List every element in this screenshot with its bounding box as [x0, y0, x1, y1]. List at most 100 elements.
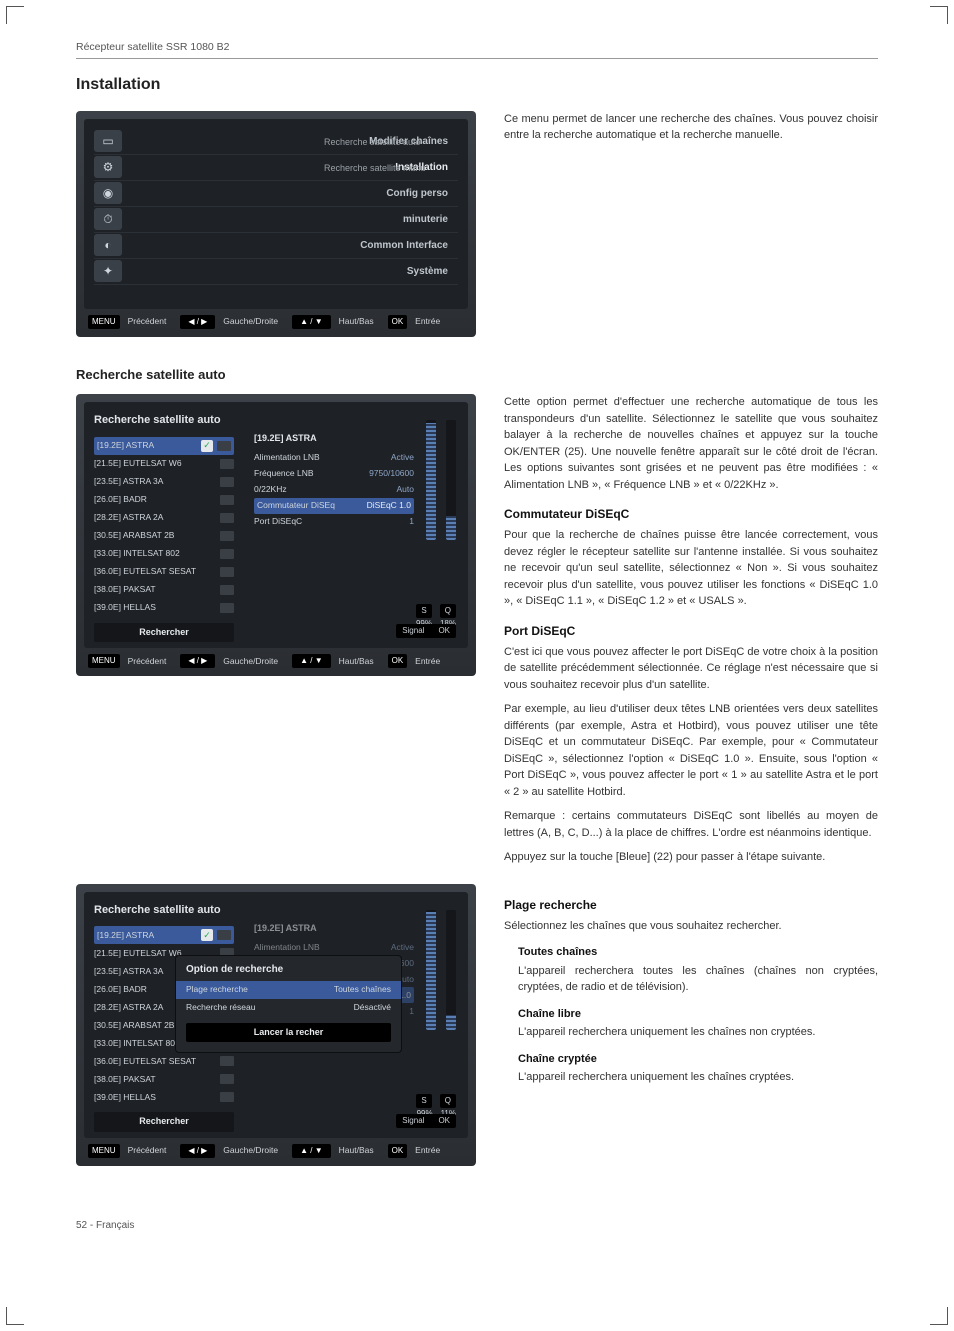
dialog-value: Désactivé [354, 1001, 391, 1014]
satellite-row[interactable]: [28.2E] ASTRA 2A [94, 509, 234, 527]
detail-key: Alimentation LNB [254, 941, 391, 954]
dialog-row[interactable]: Plage rechercheToutes chaînes [176, 981, 401, 999]
page-footer: 52 - Français [76, 1218, 878, 1233]
flag-icon [220, 1056, 234, 1066]
submenu-item[interactable]: Recherche satellite auto [324, 129, 426, 155]
menu-item[interactable]: ◐Common Interface [94, 233, 458, 259]
detail-row[interactable]: Alimentation LNBActive [254, 450, 414, 466]
detail-key: Fréquence LNB [254, 467, 369, 480]
footer-label: Précédent [128, 1144, 167, 1157]
osd-title: Recherche satellite auto [94, 412, 458, 429]
flag-icon [220, 603, 234, 613]
flag-icon [220, 567, 234, 577]
strip-signal: Signal [402, 625, 424, 637]
submenu-item[interactable]: Recherche satellite manu [324, 155, 426, 181]
h-crypt: Chaîne cryptée [518, 1051, 878, 1068]
menu-item[interactable]: ◉Config perso [94, 181, 458, 207]
signal-bars-2 [426, 910, 456, 1030]
port-p2: Par exemple, au lieu d'utiliser deux têt… [504, 701, 878, 800]
satellite-row[interactable]: [23.5E] ASTRA 3A [94, 473, 234, 491]
detail-row[interactable]: Fréquence LNB9750/10600 [254, 466, 414, 482]
satellite-name: [30.5E] ARABSAT 2B [94, 529, 216, 542]
satellite-row[interactable]: [39.0E] HELLAS [94, 599, 234, 617]
footer-key: ▲ / ▼ [292, 315, 331, 329]
satellite-name: [23.5E] ASTRA 3A [94, 475, 216, 488]
footer-key: MENU [88, 654, 120, 668]
port-p3: Remarque : certains commutateurs DiSEqC … [504, 808, 878, 841]
satellite-name: [33.0E] INTELSAT 802 [94, 547, 216, 560]
footer-label: Entrée [415, 315, 440, 328]
detail-value: DiSEqC 1.0 [367, 499, 411, 512]
menu-item-label: Common Interface [132, 238, 458, 253]
flag-icon [220, 585, 234, 595]
satellite-row[interactable]: [39.0E] HELLAS [94, 1088, 234, 1106]
dialog-row[interactable]: Recherche réseauDésactivé [176, 999, 401, 1017]
strip-ok: OK [438, 625, 450, 637]
detail-value: 1 [409, 515, 414, 528]
toutes-p: L'appareil recherchera toutes les chaîne… [518, 963, 878, 996]
intro-paragraph: Ce menu permet de lancer une recherche d… [504, 111, 878, 144]
detail-key: Commutateur DiSEq [257, 499, 367, 512]
satellite-row[interactable]: [36.0E] EUTELSAT SESAT [94, 1052, 234, 1070]
footer-label: Précédent [128, 655, 167, 668]
detail-value: Auto [397, 483, 415, 496]
footer-label: Précédent [128, 315, 167, 328]
detail-value: 9750/10600 [369, 467, 414, 480]
sig-q-label: Q [440, 604, 456, 618]
footer-key: MENU [88, 315, 120, 329]
plage-p: Sélectionnez les chaînes que vous souhai… [504, 918, 878, 935]
footer-label: Entrée [415, 655, 440, 668]
satellite-row[interactable]: [19.2E] ASTRA✓ [94, 437, 234, 455]
menu-item-icon: ⏱ [94, 208, 122, 230]
search-button[interactable]: Rechercher [94, 623, 234, 643]
h-port: Port DiSEqC [504, 622, 878, 640]
dialog-title: Option de recherche [176, 962, 401, 981]
flag-icon [220, 495, 234, 505]
satellite-row[interactable]: [38.0E] PAKSAT [94, 581, 234, 599]
section-title: Installation [76, 73, 878, 97]
satellite-name: [36.0E] EUTELSAT SESAT [94, 565, 216, 578]
port-p1: C'est ici que vous pouvez affecter le po… [504, 644, 878, 694]
search-button[interactable]: Rechercher [94, 1112, 234, 1132]
detail-row[interactable]: 0/22KHzAuto [254, 482, 414, 498]
satellite-row[interactable]: [30.5E] ARABSAT 2B [94, 527, 234, 545]
detail-row[interactable]: Alimentation LNBActive [254, 939, 414, 955]
footer-label: Entrée [415, 1144, 440, 1157]
flag-icon [217, 441, 231, 451]
satellite-row[interactable]: [36.0E] EUTELSAT SESAT [94, 563, 234, 581]
satellite-row[interactable]: [21.5E] EUTELSAT W6 [94, 455, 234, 473]
detail-row[interactable]: Commutateur DiSEqDiSEqC 1.0 [254, 498, 414, 514]
menu-item-icon: ◉ [94, 182, 122, 204]
check-icon: ✓ [201, 440, 213, 452]
flag-icon [220, 459, 234, 469]
satellite-name: [26.0E] BADR [94, 493, 216, 506]
satellite-name: [28.2E] ASTRA 2A [94, 511, 216, 524]
detail-row[interactable]: Port DiSEqC1 [254, 514, 414, 530]
libre-p: L'appareil recherchera uniquement les ch… [518, 1024, 878, 1041]
flag-icon [220, 1074, 234, 1084]
satellite-name: [39.0E] HELLAS [94, 1091, 216, 1104]
satellite-row[interactable]: [38.0E] PAKSAT [94, 1070, 234, 1088]
footer-key: ▲ / ▼ [292, 654, 331, 668]
satellite-name: [19.2E] ASTRA [97, 439, 198, 452]
satellite-row[interactable]: [26.0E] BADR [94, 491, 234, 509]
satellite-name: [19.2E] ASTRA [97, 929, 198, 942]
satellite-row[interactable]: [33.0E] INTELSAT 802 [94, 545, 234, 563]
detail-title: [19.2E] ASTRA [254, 922, 414, 936]
flag-icon [220, 477, 234, 487]
footer-key: ◀ / ▶ [180, 315, 215, 329]
osd-search-options: Recherche satellite auto [19.2E] ASTRA✓[… [76, 884, 476, 1166]
footer-key: ◀ / ▶ [180, 654, 215, 668]
satellite-row[interactable]: [19.2E] ASTRA✓ [94, 926, 234, 944]
footer-key: OK [388, 654, 408, 668]
dialog-key: Recherche réseau [186, 1001, 354, 1014]
osd-title-2: Recherche satellite auto [94, 902, 458, 919]
footer-label: Gauche/Droite [223, 655, 278, 668]
dialog-launch-button[interactable]: Lancer la recher [186, 1023, 391, 1043]
menu-item[interactable]: ✦Système [94, 259, 458, 285]
satellite-name: [38.0E] PAKSAT [94, 1073, 216, 1086]
footer-key: ▲ / ▼ [292, 1144, 331, 1158]
sig-q-label-2: Q [440, 1094, 456, 1108]
menu-item[interactable]: ⏱minuterie [94, 207, 458, 233]
osd-sat-auto: Recherche satellite auto [19.2E] ASTRA✓[… [76, 394, 476, 676]
